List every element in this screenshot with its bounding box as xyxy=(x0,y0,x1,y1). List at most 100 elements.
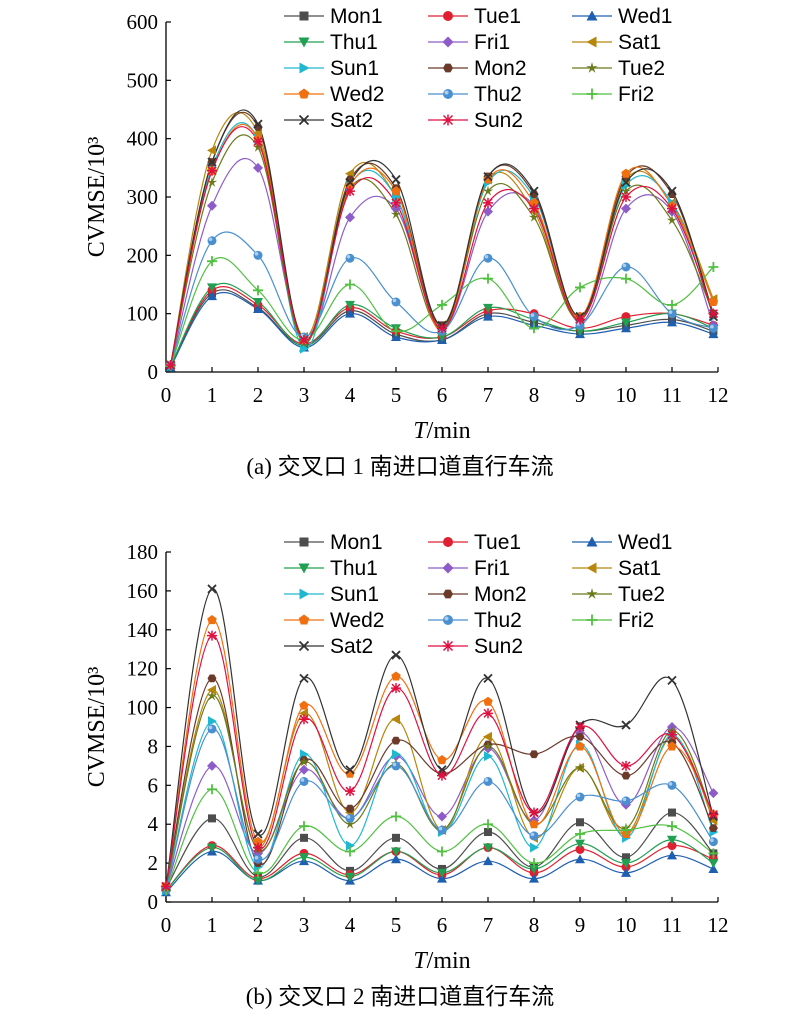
data-point-mon1 xyxy=(484,828,492,836)
data-point-sat1 xyxy=(391,714,400,725)
legend-label: Wed2 xyxy=(330,609,384,632)
legend-label: Mon2 xyxy=(474,583,527,606)
series-line-sun2 xyxy=(170,126,714,366)
data-point-sun2 xyxy=(483,197,493,208)
data-point-thu2 xyxy=(345,813,355,823)
data-point-wed2 xyxy=(575,741,585,751)
data-point-wed1 xyxy=(483,311,493,321)
data-point-mon2 xyxy=(621,771,631,780)
data-point-thu2 xyxy=(483,253,493,263)
data-point-fri2 xyxy=(667,299,677,310)
marker xyxy=(298,114,310,126)
x-tick-label: 2 xyxy=(253,913,264,937)
x-tick-label: 9 xyxy=(575,913,586,937)
data-point-fri1 xyxy=(621,203,631,214)
x-tick-label: 4 xyxy=(345,913,356,937)
marker xyxy=(442,562,454,574)
data-point-sun2 xyxy=(621,192,631,202)
data-point-sun2 xyxy=(253,842,263,853)
data-point-fri2 xyxy=(575,282,585,293)
y-tick-label: 120 xyxy=(127,657,159,681)
marker xyxy=(298,614,310,625)
data-point-tue2 xyxy=(390,209,402,219)
legend-label: Sat1 xyxy=(618,31,661,54)
data-point-sun2 xyxy=(345,786,355,797)
legend-label: Sat1 xyxy=(618,557,661,580)
legend-label: Mon1 xyxy=(330,5,383,28)
data-point-fri2 xyxy=(483,819,493,830)
y-tick-label: 8 xyxy=(148,734,159,758)
series-markers xyxy=(165,119,719,372)
data-point-mon2 xyxy=(529,750,539,759)
data-point-sun1 xyxy=(392,749,401,760)
series-line-fri2 xyxy=(165,788,714,891)
x-tick-label: 8 xyxy=(529,383,540,407)
data-point-wed1 xyxy=(391,332,401,341)
data-point-mon1 xyxy=(622,853,630,862)
legend-item-sun1: Sun1 xyxy=(284,583,379,606)
data-point-thu1 xyxy=(708,859,719,869)
data-point-wed2 xyxy=(529,197,539,207)
data-point-thu2 xyxy=(529,831,539,841)
marker xyxy=(442,36,454,48)
data-point-thu1 xyxy=(391,847,401,857)
data-point-sat2 xyxy=(621,177,631,188)
legend-item-mon1: Mon1 xyxy=(284,5,383,28)
data-point-sat2 xyxy=(207,157,217,167)
x-tick-label: 5 xyxy=(391,383,402,407)
data-point-thu1 xyxy=(621,859,631,869)
x-tick-label: 3 xyxy=(299,913,310,937)
legend-item-sun2: Sun2 xyxy=(428,109,523,132)
data-point-wed2 xyxy=(621,168,631,178)
data-point-sun2 xyxy=(437,770,447,781)
marker xyxy=(443,537,453,547)
series-line-fri2 xyxy=(170,257,714,367)
data-point-fri1 xyxy=(207,760,217,771)
legend-label: Thu1 xyxy=(330,557,378,580)
legend-label: Sun2 xyxy=(474,635,523,658)
data-point-mon2 xyxy=(253,123,263,131)
marker xyxy=(443,89,453,99)
data-point-sun2 xyxy=(621,760,631,771)
data-point-sun2 xyxy=(575,314,585,325)
data-point-fri2 xyxy=(708,848,719,859)
data-point-thu2 xyxy=(299,776,309,786)
x-tick-label: 0 xyxy=(161,383,172,407)
data-point-thu2 xyxy=(207,236,217,246)
legend-item-fri1: Fri1 xyxy=(428,31,510,54)
series-lines xyxy=(165,588,714,893)
marker xyxy=(586,588,598,599)
data-point-sun2 xyxy=(207,165,217,176)
legend-item-wed2: Wed2 xyxy=(284,609,384,632)
data-point-sun2 xyxy=(391,683,401,694)
data-point-sun2 xyxy=(161,881,171,892)
data-point-mon2 xyxy=(575,732,585,741)
legend-label: Sun1 xyxy=(330,583,379,606)
data-point-thu1 xyxy=(437,868,447,878)
legend-item-sat1: Sat1 xyxy=(572,557,661,580)
legend-label: Mon1 xyxy=(330,531,383,554)
legend-label: Sun1 xyxy=(330,57,379,80)
x-tick-label: 0 xyxy=(161,913,172,937)
x-axis-label: T/min xyxy=(413,418,470,444)
data-point-fri1 xyxy=(483,206,493,217)
data-point-sun2 xyxy=(207,630,217,641)
data-point-fri2 xyxy=(299,821,309,832)
legend-item-thu1: Thu1 xyxy=(284,557,378,580)
data-point-thu1 xyxy=(207,843,217,853)
legend-item-sun2: Sun2 xyxy=(428,635,523,658)
marker xyxy=(443,615,453,625)
data-point-tue2 xyxy=(528,211,540,222)
legend-label: Sat2 xyxy=(330,109,373,132)
legend-item-tue2: Tue2 xyxy=(572,57,665,80)
data-point-sun2 xyxy=(708,308,719,319)
y-axis-label: CVMSE/10³ xyxy=(84,667,110,788)
data-point-sun2 xyxy=(299,714,309,725)
marker xyxy=(299,537,309,547)
data-point-fri2 xyxy=(391,326,401,337)
data-point-wed1 xyxy=(529,873,539,883)
x-tick-label: 10 xyxy=(616,383,637,407)
data-point-tue2 xyxy=(298,756,310,767)
legend-item-mon2: Mon2 xyxy=(428,57,527,80)
